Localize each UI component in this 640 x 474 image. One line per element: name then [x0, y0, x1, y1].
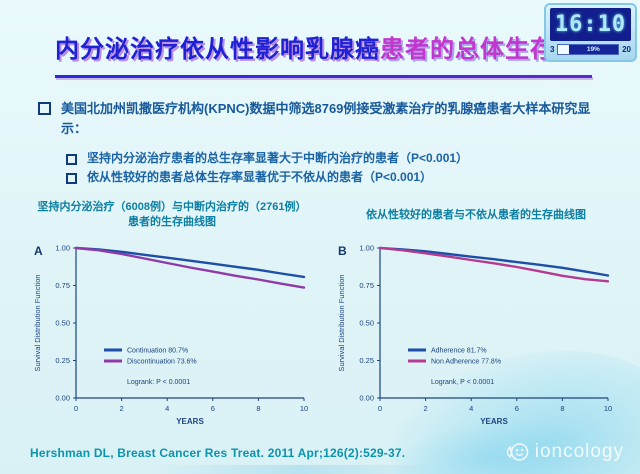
- x-tick-label: 10: [604, 404, 612, 413]
- y-tick-label: 1.00: [55, 244, 70, 253]
- progress-bar-track: 19%: [557, 44, 620, 55]
- y-tick-label: 0.00: [359, 394, 374, 403]
- x-tick-label: 2: [120, 404, 124, 413]
- progress-bar-fill: 19%: [568, 45, 619, 54]
- panel-label: A: [34, 244, 43, 258]
- chart-a-title: 坚持内分泌治疗（6008例）与中断内治疗的（2761例）患者的生存曲线图: [37, 201, 307, 228]
- chart-b-title: 依从性较好的患者与不依从患者的生存曲线图: [366, 208, 586, 221]
- y-axis-label: Survival Distribution Function: [337, 274, 346, 371]
- x-tick-label: 2: [424, 404, 428, 413]
- slide-title-magenta-part: 患者的总体生存: [380, 36, 555, 63]
- survival-plot-svg: 0.00 0.25 0.50 0.75 1.00 0 2 4 6 8 10 YEARS Survival…: [337, 244, 612, 427]
- watermark-text: ioncology: [534, 441, 624, 462]
- x-tick-label: 0: [74, 404, 78, 413]
- fish-logo-icon: [506, 443, 529, 461]
- legend-label: Discontinuation 73.6%: [127, 359, 197, 366]
- panel-label: B: [338, 244, 347, 258]
- bullet-sub-1-text: 坚持内分泌治疗患者的总生存率显著大于中断内治疗的患者（P<0.001）: [87, 151, 469, 165]
- bullet-square-icon: [66, 173, 77, 184]
- survival-chart-b: 0.00 0.25 0.50 0.75 1.00 0 2 4 6 8 10 YEARS Survival…: [334, 232, 618, 441]
- x-tick-label: 8: [560, 404, 564, 413]
- charts-row: 坚持内分泌治疗（6008例）与中断内治疗的（2761例）患者的生存曲线图 0.0…: [26, 198, 622, 441]
- bullet-square-icon: [66, 154, 77, 165]
- bullet-main: 美国北加州凯撒医疗机构(KPNC)数据中筛选8769例接受激素治疗的乳腺癌患者大…: [38, 99, 616, 138]
- y-tick-label: 0.25: [359, 356, 374, 365]
- clock-time-display: 16:10: [550, 8, 631, 41]
- y-tick-label: 0.75: [55, 281, 70, 290]
- bullet-sub-2-text: 依从性较好的患者总体生存率显著优于不依从的患者（P<0.001）: [87, 170, 433, 184]
- watermark: ioncology: [506, 440, 624, 464]
- survival-plot-svg: 0.00 0.25 0.50 0.75 1.00 0 2 4 6 8 10 YEARS Survival…: [33, 244, 308, 427]
- y-tick-label: 0.25: [55, 356, 70, 365]
- slide-title: 内分泌治疗依从性影响乳腺癌患者的总体生存: [55, 36, 600, 65]
- logrank-annotation: Logrank, P < 0.0001: [431, 379, 494, 386]
- x-tick-label: 6: [515, 404, 519, 413]
- series-discontinuation-73-6-: [74, 246, 306, 289]
- series-adherence-81-7-: [378, 246, 610, 277]
- x-tick-label: 8: [256, 404, 260, 413]
- legend-label: Adherence 81.7%: [431, 348, 487, 355]
- y-tick-label: 0.00: [55, 394, 70, 403]
- chart-panel-a: 坚持内分泌治疗（6008例）与中断内治疗的（2761例）患者的生存曲线图 0.0…: [26, 198, 318, 441]
- x-axis-label: YEARS: [176, 417, 204, 426]
- clock-widget: 16:10 3 19% 20: [544, 3, 637, 62]
- series-non-adherence-77-8-: [378, 246, 610, 283]
- clock-progress-row: 3 19% 20: [550, 43, 631, 56]
- legend-label: Non Adherence 77.8%: [431, 359, 501, 366]
- x-axis-label: YEARS: [480, 417, 508, 426]
- bullet-sub-1: 坚持内分泌治疗患者的总生存率显著大于中断内治疗的患者（P<0.001）: [66, 151, 614, 167]
- bullet-square-icon: [38, 102, 51, 115]
- x-tick-label: 4: [469, 404, 473, 413]
- survival-chart-a: 0.00 0.25 0.50 0.75 1.00 0 2 4 6 8 10 YEARS Survival…: [30, 232, 314, 441]
- series-continuation-80-7-: [74, 246, 306, 279]
- x-tick-label: 4: [165, 404, 169, 413]
- y-tick-label: 0.50: [359, 319, 374, 328]
- title-underline: [55, 75, 592, 78]
- logrank-annotation: Logrank: P < 0.0001: [127, 379, 190, 386]
- chart-panel-b: 依从性较好的患者与不依从患者的生存曲线图 0.00 0.25 0.50 0.75 1.0…: [330, 198, 622, 441]
- clock-counter-right: 20: [622, 45, 631, 54]
- citation-text: Hershman DL, Breast Cancer Res Treat. 20…: [30, 446, 406, 460]
- bullet-main-text: 美国北加州凯撒医疗机构(KPNC)数据中筛选8769例接受激素治疗的乳腺癌患者大…: [61, 101, 591, 136]
- x-tick-label: 10: [300, 404, 308, 413]
- y-axis-label: Survival Distribution Function: [33, 274, 42, 371]
- slide-title-blue-part: 内分泌治疗依从性影响乳腺癌: [55, 36, 380, 63]
- y-tick-label: 1.00: [359, 244, 374, 253]
- y-tick-label: 0.75: [359, 281, 374, 290]
- clock-counter-left: 3: [550, 45, 555, 54]
- watercolor-decoration: [150, 465, 450, 474]
- legend-label: Continuation 80.7%: [127, 348, 188, 355]
- bullet-sub-2: 依从性较好的患者总体生存率显著优于不依从的患者（P<0.001）: [66, 170, 614, 186]
- y-tick-label: 0.50: [55, 319, 70, 328]
- x-tick-label: 0: [378, 404, 382, 413]
- x-tick-label: 6: [211, 404, 215, 413]
